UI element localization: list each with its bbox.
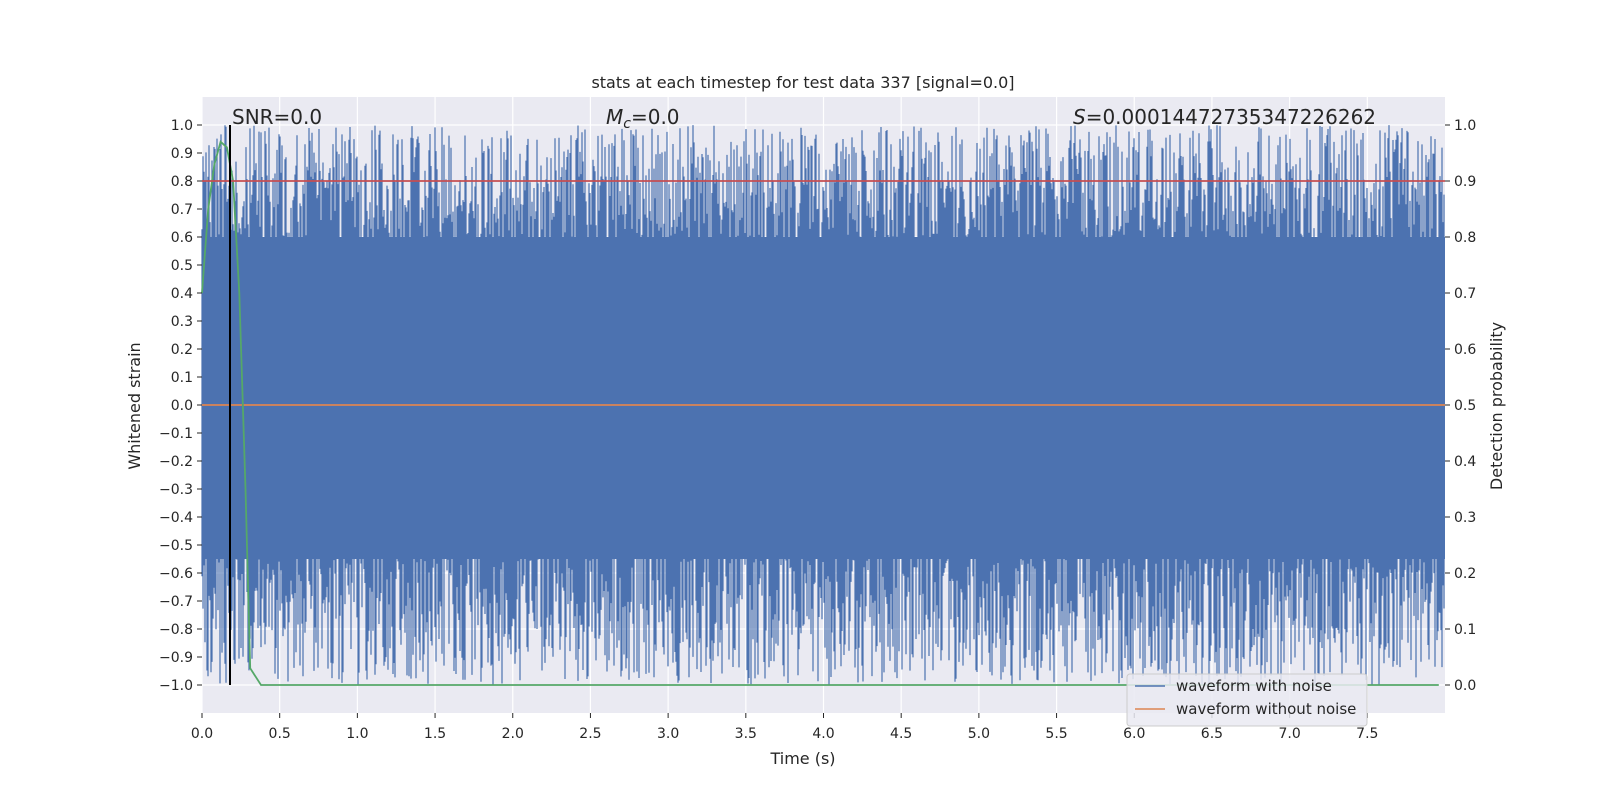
- x-tick-label: 5.5: [1045, 726, 1067, 742]
- y-tick-label: −0.2: [159, 454, 193, 470]
- x-tick-label: 0.5: [269, 726, 291, 742]
- mc-value: =0.0: [631, 105, 680, 129]
- x-axis-label: Time (s): [769, 749, 835, 768]
- y-tick-label: 0.1: [171, 370, 193, 386]
- y-axis-left: 1.0 0.9 0.8 0.7 0.6 0.5 0.4 0.3 0.2 0.1 0.0 −0.1 −0.…: [159, 118, 202, 694]
- series-waveform-with-noise: [201, 125, 1445, 685]
- y-tick-label: −0.9: [159, 650, 193, 666]
- y-axis-right: 1.0 0.9 0.8 0.7 0.6 0.5 0.4 0.3 0.2 0.1 0.0: [1445, 118, 1476, 694]
- x-tick-label: 6.0: [1123, 726, 1145, 742]
- x-tick-label: 2.5: [579, 726, 601, 742]
- right-tick-label: 0.5: [1454, 398, 1476, 414]
- x-tick-label: 3.5: [735, 726, 757, 742]
- y-tick-label: 0.3: [171, 314, 193, 330]
- y-tick-label: 1.0: [171, 118, 193, 134]
- legend-label-clean: waveform without noise: [1176, 700, 1356, 718]
- y-tick-label: −0.8: [159, 622, 193, 638]
- right-tick-label: 0.8: [1454, 230, 1476, 246]
- y-tick-label: −0.7: [159, 594, 193, 610]
- y-tick-label: 0.8: [171, 174, 193, 190]
- right-tick-label: 0.0: [1454, 678, 1476, 694]
- y-tick-label: 0.4: [171, 286, 193, 302]
- mc-subscript: c: [623, 116, 631, 132]
- x-tick-label: 0.0: [191, 726, 213, 742]
- noise-trace: [201, 125, 1445, 685]
- right-tick-label: 0.4: [1454, 454, 1476, 470]
- chart-title: stats at each timestep for test data 337…: [591, 73, 1014, 92]
- y-tick-label: −0.3: [159, 482, 193, 498]
- x-tick-label: 3.0: [657, 726, 679, 742]
- legend-label-noise: waveform with noise: [1176, 677, 1332, 695]
- y-tick-label: −0.6: [159, 566, 193, 582]
- legend-box: [1126, 673, 1368, 727]
- y-axis-label-right: Detection probability: [1487, 322, 1506, 490]
- right-tick-label: 0.9: [1454, 174, 1476, 190]
- s-value: =0.00014472735347226262: [1086, 105, 1376, 129]
- y-tick-label: 0.2: [171, 342, 193, 358]
- y-tick-label: 0.5: [171, 258, 193, 274]
- x-tick-label: 6.5: [1201, 726, 1223, 742]
- chirp-mass-annotation: Mc=0.0: [606, 105, 680, 132]
- x-tick-label: 2.0: [502, 726, 524, 742]
- x-tick-label: 1.0: [346, 726, 368, 742]
- right-tick-label: 0.2: [1454, 566, 1476, 582]
- s-annotation: S=0.00014472735347226262: [1073, 105, 1376, 129]
- series-detection-probability: [201, 140, 1439, 686]
- x-tick-label: 7.5: [1356, 726, 1378, 742]
- right-tick-label: 0.6: [1454, 342, 1476, 358]
- legend: waveform with noise waveform without noi…: [1126, 673, 1368, 727]
- snr-annotation: SNR=0.0: [232, 105, 322, 129]
- x-tick-label: 7.0: [1278, 726, 1300, 742]
- mc-symbol: M: [606, 105, 623, 129]
- right-tick-label: 1.0: [1454, 118, 1476, 134]
- right-tick-label: 0.1: [1454, 622, 1476, 638]
- y-tick-label: −0.1: [159, 426, 193, 442]
- x-axis: 0.0 0.5 1.0 1.5 2.0 2.5 3.0 3.5 4.0 4.5 5.0 5.5 6.0 6…: [191, 713, 1378, 742]
- x-tick-label: 5.0: [968, 726, 990, 742]
- y-tick-label: −0.4: [159, 510, 193, 526]
- right-tick-label: 0.3: [1454, 510, 1476, 526]
- y-tick-label: 0.9: [171, 146, 193, 162]
- y-tick-label: −1.0: [159, 678, 193, 694]
- x-tick-label: 1.5: [424, 726, 446, 742]
- right-tick-label: 0.7: [1454, 286, 1476, 302]
- y-tick-label: 0.6: [171, 230, 193, 246]
- y-tick-label: 0.7: [171, 202, 193, 218]
- y-tick-label: 0.0: [171, 398, 193, 414]
- y-tick-label: −0.5: [159, 538, 193, 554]
- x-tick-label: 4.5: [890, 726, 912, 742]
- y-axis-label-left: Whitened strain: [125, 342, 144, 469]
- x-tick-label: 4.0: [812, 726, 834, 742]
- s-symbol: S: [1073, 105, 1086, 129]
